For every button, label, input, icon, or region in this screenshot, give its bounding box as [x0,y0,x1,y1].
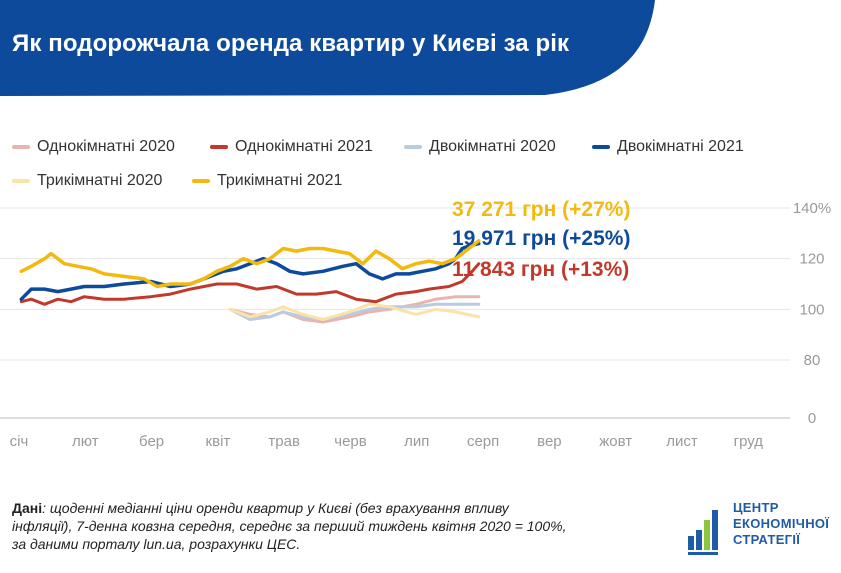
legend-swatch-1 [12,145,30,149]
logo-line-3: СТРАТЕГІЇ [733,532,801,547]
x-tick-label: вер [537,433,562,450]
x-tick-label: черв [334,433,366,450]
annotation-1: 37 271 грн (+27%) [452,198,630,221]
x-tick-label: серп [467,433,499,450]
data-source-label: Дані [12,500,43,516]
legend-swatch-3 [404,145,422,149]
banner-shape [0,0,655,96]
legend-item-6[interactable]: Трикімнатні 2021 [192,172,342,190]
series-line-3 [228,302,481,321]
logo-line-1: ЦЕНТР [733,500,779,515]
legend-swatch-6 [192,179,210,183]
x-tick-label: бер [139,433,164,450]
y-tick-label: 120 [799,251,824,268]
x-tick-label: груд [734,433,764,450]
x-tick-label: квіт [206,433,231,450]
series-line-2 [19,262,481,306]
legend-item-2[interactable]: Однокімнатні 2021 [210,138,373,156]
annotation-3: 11 843 грн (+13%) [452,258,629,281]
series-line-6 [19,239,481,289]
x-tick-label: лип [404,433,429,450]
y-tick-label: 100 [799,301,824,318]
legend-item-5[interactable]: Трикімнатні 2020 [12,172,162,190]
x-tick-label: січ [10,433,29,450]
legend-item-3[interactable]: Двокімнатні 2020 [404,138,556,156]
x-tick-label: лист [666,433,698,450]
legend-swatch-2 [210,145,228,149]
x-tick-label: трав [268,433,300,450]
legend-item-1[interactable]: Однокімнатні 2020 [12,138,175,156]
logo-bars-icon [688,510,718,555]
legend-swatch-5 [12,179,30,183]
legend-label-4: Двокімнатні 2021 [617,138,744,155]
legend-swatch-4 [592,145,610,149]
legend-label-3: Двокімнатні 2020 [429,138,556,155]
chart-title: Як подорожчала оренда квартир у Києві за… [12,30,570,57]
legend-label-1: Однокімнатні 2020 [37,138,175,155]
line-chart: 0 80 100 120 140% січ лют бер квіт трав черв лип сер… [0,198,831,450]
y-tick-label: 0 [808,410,816,427]
logo-text: ЦЕНТР ЕКОНОМІЧНОЇ СТРАТЕГІЇ [733,500,829,548]
annotation-2: 19 971 грн (+25%) [452,227,630,250]
legend-label-2: Однокімнатні 2021 [235,138,373,155]
logo-line-2: ЕКОНОМІЧНОЇ [733,516,830,531]
data-source-note: Дані: щоденні медіанні ціни оренди кварт… [12,499,572,553]
ces-logo: ЦЕНТР ЕКОНОМІЧНОЇ СТРАТЕГІЇ [688,500,838,560]
x-tick-label: лют [72,433,99,450]
series-line-5 [228,302,481,321]
title-banner [0,0,655,96]
legend-label-6: Трикімнатні 2021 [217,172,343,189]
y-tick-label: 80 [804,352,821,369]
data-source-text: : щоденні медіанні ціни оренди квартир у… [12,500,567,552]
series-line-4 [19,241,481,301]
y-tick-label: 140% [793,200,831,217]
legend-item-4[interactable]: Двокімнатні 2021 [592,138,744,156]
x-tick-label: жовт [599,433,632,450]
legend-label-5: Трикімнатні 2020 [37,172,163,189]
